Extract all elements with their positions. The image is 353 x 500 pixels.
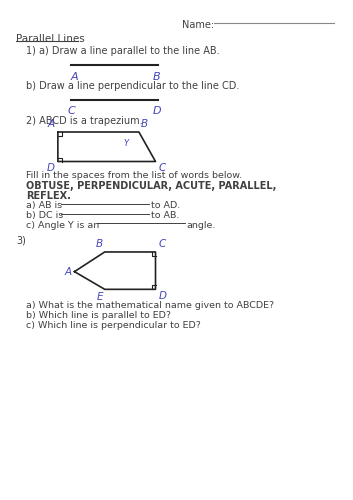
Text: a) What is the mathematical name given to ABCDE?: a) What is the mathematical name given t… [26,301,274,310]
Text: D: D [47,164,55,173]
Text: to AB.: to AB. [151,210,179,220]
Text: B: B [152,72,160,82]
Text: A: A [71,72,78,82]
Text: B: B [96,239,103,249]
Text: E: E [96,292,103,302]
Text: C: C [158,239,166,249]
Text: 3): 3) [16,236,26,245]
Text: A: A [64,266,72,276]
Text: D: D [152,106,161,117]
Text: Parallel Lines: Parallel Lines [16,34,85,43]
Text: Name:: Name: [182,20,214,30]
Text: c) Which line is perpendicular to ED?: c) Which line is perpendicular to ED? [26,321,201,330]
Text: b) Which line is parallel to ED?: b) Which line is parallel to ED? [26,311,170,320]
Text: A: A [48,119,55,129]
Text: REFLEX.: REFLEX. [26,191,71,201]
Text: angle.: angle. [187,220,216,230]
Text: b) Draw a line perpendicular to the line CD.: b) Draw a line perpendicular to the line… [26,81,239,91]
Text: c) Angle Y is an: c) Angle Y is an [26,220,99,230]
Text: Fill in the spaces from the list of words below.: Fill in the spaces from the list of word… [26,172,242,180]
Text: b) DC is: b) DC is [26,210,63,220]
Text: Y: Y [123,139,128,148]
Text: C: C [158,164,166,173]
Text: 2) ABCD is a trapezium.: 2) ABCD is a trapezium. [26,116,142,126]
Text: C: C [68,106,76,117]
Text: B: B [141,119,148,129]
Text: a) AB is: a) AB is [26,201,62,210]
Text: D: D [158,292,166,302]
Text: to AD.: to AD. [151,201,180,210]
Text: OBTUSE, PERPENDICULAR, ACUTE, PARALLEL,: OBTUSE, PERPENDICULAR, ACUTE, PARALLEL, [26,181,276,191]
Text: 1) a) Draw a line parallel to the line AB.: 1) a) Draw a line parallel to the line A… [26,46,219,56]
